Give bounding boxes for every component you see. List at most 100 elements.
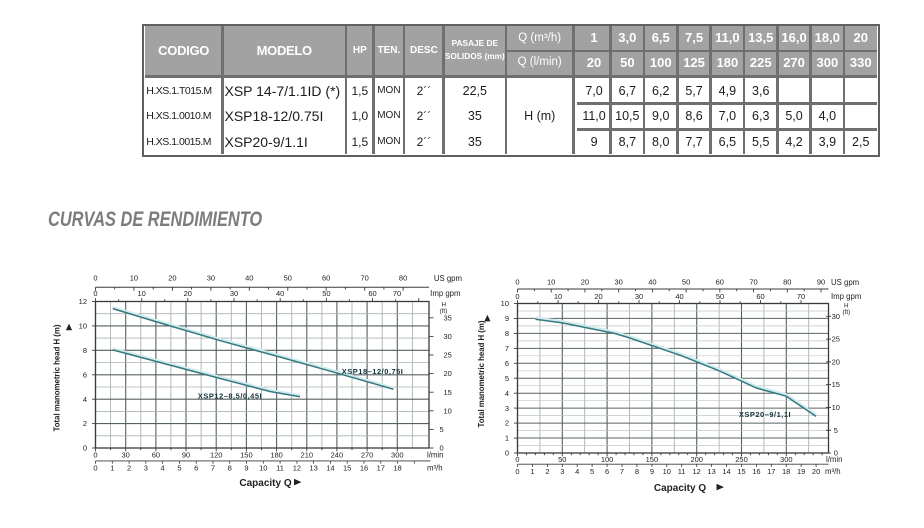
svg-text:20: 20 [168,274,176,283]
svg-text:Imp gpm: Imp gpm [831,292,861,301]
svg-text:18: 18 [782,467,790,476]
svg-text:7: 7 [620,467,624,476]
svg-text:m³/h: m³/h [825,467,841,476]
svg-text:1: 1 [110,463,114,472]
svg-text:17: 17 [767,467,775,476]
svg-text:14: 14 [722,467,730,476]
svg-text:270: 270 [361,451,374,460]
svg-text:Imp gpm: Imp gpm [430,289,460,298]
svg-text:15: 15 [737,467,745,476]
svg-text:16: 16 [752,467,760,476]
svg-text:10: 10 [554,292,562,301]
svg-text:0: 0 [515,467,519,476]
svg-text:4: 4 [575,467,579,476]
svg-text:12: 12 [693,467,701,476]
svg-text:8: 8 [505,329,509,338]
svg-text:2: 2 [83,419,87,428]
svg-text:12: 12 [293,463,301,472]
svg-text:10: 10 [79,322,87,331]
svg-text:30: 30 [230,289,238,298]
svg-text:11: 11 [276,463,284,472]
svg-text:0: 0 [93,451,97,460]
svg-text:4: 4 [161,463,165,472]
svg-text:4: 4 [505,389,509,398]
svg-text:10: 10 [501,299,509,308]
svg-text:l/min: l/min [427,451,443,460]
svg-text:5: 5 [834,426,838,435]
svg-text:3: 3 [505,404,509,413]
svg-text:7: 7 [505,344,509,353]
svg-text:2: 2 [127,463,131,472]
svg-text:9: 9 [505,314,509,323]
svg-text:9: 9 [650,467,654,476]
svg-text:0: 0 [93,274,97,283]
svg-text:10: 10 [130,274,138,283]
svg-text:80: 80 [783,278,791,287]
svg-text:Total manometric head H (m): Total manometric head H (m) [477,320,486,427]
svg-text:10: 10 [547,278,555,287]
svg-text:10: 10 [138,289,146,298]
svg-text:25: 25 [832,335,840,344]
svg-text:60: 60 [756,292,764,301]
svg-text:10: 10 [663,467,671,476]
svg-text:0: 0 [834,449,838,458]
svg-text:30: 30 [832,312,840,321]
svg-text:70: 70 [749,278,757,287]
svg-text:0: 0 [93,463,97,472]
svg-text:US gpm: US gpm [434,274,462,283]
svg-text:13: 13 [707,467,715,476]
svg-text:6: 6 [505,359,509,368]
svg-text:3: 3 [560,467,564,476]
svg-text:0: 0 [515,278,519,287]
svg-text:40: 40 [648,278,656,287]
svg-text:18: 18 [393,463,401,472]
svg-text:15: 15 [832,380,840,389]
svg-text:50: 50 [322,289,330,298]
svg-text:1: 1 [505,434,509,443]
svg-text:0: 0 [515,292,519,301]
svg-text:25: 25 [444,351,452,360]
svg-text:(ft): (ft) [843,309,851,316]
svg-text:6: 6 [194,463,198,472]
svg-text:US gpm: US gpm [831,278,859,287]
svg-text:150: 150 [240,451,253,460]
svg-text:0: 0 [83,444,87,453]
svg-text:6: 6 [83,370,87,379]
svg-text:20: 20 [581,278,589,287]
svg-text:XSP18–12/0,75I: XSP18–12/0,75I [342,367,404,376]
svg-text:Total manometric head H (m): Total manometric head H (m) [53,324,62,431]
svg-text:40: 40 [675,292,683,301]
svg-text:m³/h: m³/h [427,463,443,472]
svg-text:210: 210 [301,451,314,460]
svg-text:30: 30 [635,292,643,301]
svg-text:5: 5 [590,467,594,476]
svg-text:19: 19 [797,467,805,476]
svg-text:14: 14 [326,463,334,472]
svg-text:2: 2 [545,467,549,476]
svg-text:10: 10 [832,403,840,412]
svg-text:30: 30 [122,451,130,460]
svg-text:60: 60 [368,289,376,298]
svg-text:6: 6 [605,467,609,476]
svg-text:15: 15 [343,463,351,472]
svg-text:5: 5 [505,374,509,383]
svg-text:20: 20 [444,369,452,378]
svg-text:Capacity Q: Capacity Q [654,483,706,494]
svg-text:50: 50 [682,278,690,287]
svg-text:13: 13 [309,463,317,472]
svg-text:8: 8 [228,463,232,472]
svg-text:30: 30 [444,332,452,341]
svg-text:0: 0 [440,444,444,453]
svg-text:1: 1 [530,467,534,476]
svg-text:10: 10 [259,463,267,472]
svg-text:150: 150 [646,455,659,464]
svg-text:30: 30 [615,278,623,287]
svg-text:30: 30 [207,274,215,283]
svg-text:70: 70 [797,292,805,301]
svg-text:2: 2 [505,419,509,428]
svg-text:100: 100 [601,455,614,464]
svg-text:16: 16 [360,463,368,472]
svg-text:15: 15 [444,388,452,397]
svg-text:XSP12–8,5/0,45I: XSP12–8,5/0,45I [198,392,262,401]
svg-text:80: 80 [399,274,407,283]
